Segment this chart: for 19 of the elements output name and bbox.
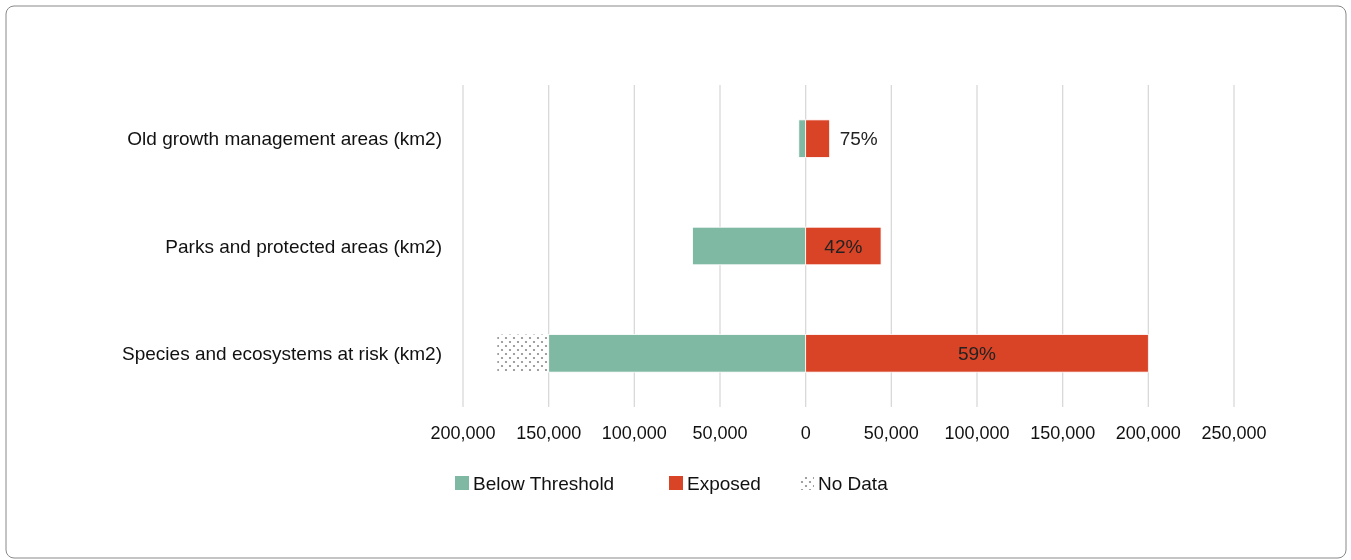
annotation: 75% [839,128,878,150]
y-tick-label: Parks and protected areas (km2) [165,235,442,257]
x-tick-label: 250,000 [1201,423,1267,444]
x-tick-label: 100,000 [601,423,667,444]
y-tick-label: Old growth management areas (km2) [127,128,442,150]
x-tick-label: 50,000 [863,423,919,444]
legend-label: Below Threshold [473,472,615,494]
x-tick-label: 200,000 [1115,423,1181,444]
y-tick-label: Species and ecosystems at risk (km2) [122,342,442,364]
x-tick-label: 150,000 [516,423,582,444]
x-tick-label: 50,000 [692,423,748,444]
annotation: 42% [824,235,863,257]
x-tick-label: 200,000 [430,423,496,444]
x-tick-label: 100,000 [944,423,1010,444]
annotation: 59% [957,342,997,364]
x-tick-label: 0 [800,423,811,444]
legend-label: Exposed [687,472,761,494]
x-tick-label: 150,000 [1030,423,1096,444]
legend-label: No Data [818,472,889,494]
